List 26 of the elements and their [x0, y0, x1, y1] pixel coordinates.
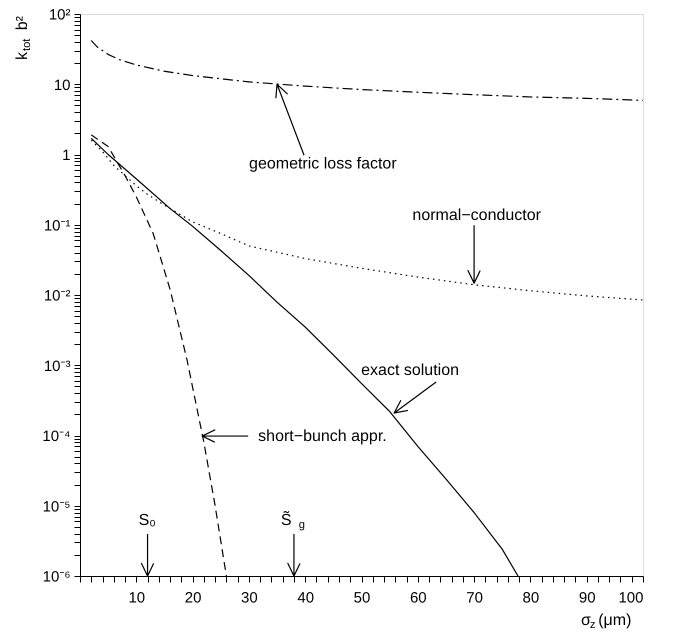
x-tick-label: 10 — [128, 590, 146, 606]
y-tick-label: 10⁻² — [44, 288, 70, 304]
y-tick-label: 10⁻⁴ — [42, 428, 70, 445]
x-tick-label: 30 — [241, 590, 258, 606]
x-tick-label: 60 — [410, 590, 427, 606]
x-tick-label: 40 — [297, 590, 314, 606]
annotation: S₀ — [138, 512, 156, 529]
x-tick-label: 20 — [184, 590, 202, 606]
y-tick-label: 10⁻¹ — [44, 217, 70, 234]
annotation: normal−conductor — [412, 207, 542, 224]
y-tick-label: 10⁻⁶ — [42, 568, 70, 586]
annotation: exact solution — [361, 362, 459, 380]
annotation: S̃g — [280, 510, 305, 531]
annotation: short−bunch appr. — [258, 428, 387, 446]
x-tick-label: 100 — [618, 590, 644, 606]
x-tick-label: 50 — [354, 590, 370, 606]
x-tick-label: 90 — [578, 590, 596, 606]
x-tick-label: 70 — [466, 590, 483, 606]
y-tick-label: 10⁻³ — [44, 358, 70, 375]
x-tick-label: 80 — [522, 590, 540, 606]
y-axis-title: ktotb² — [14, 15, 33, 60]
annotation: geometric loss factor — [249, 155, 398, 172]
y-tick-label: 10² — [48, 6, 70, 24]
y-tick-label: 10 — [54, 76, 70, 94]
y-tick-label: 1 — [62, 147, 70, 164]
y-tick-label: 10⁻⁵ — [42, 498, 70, 516]
